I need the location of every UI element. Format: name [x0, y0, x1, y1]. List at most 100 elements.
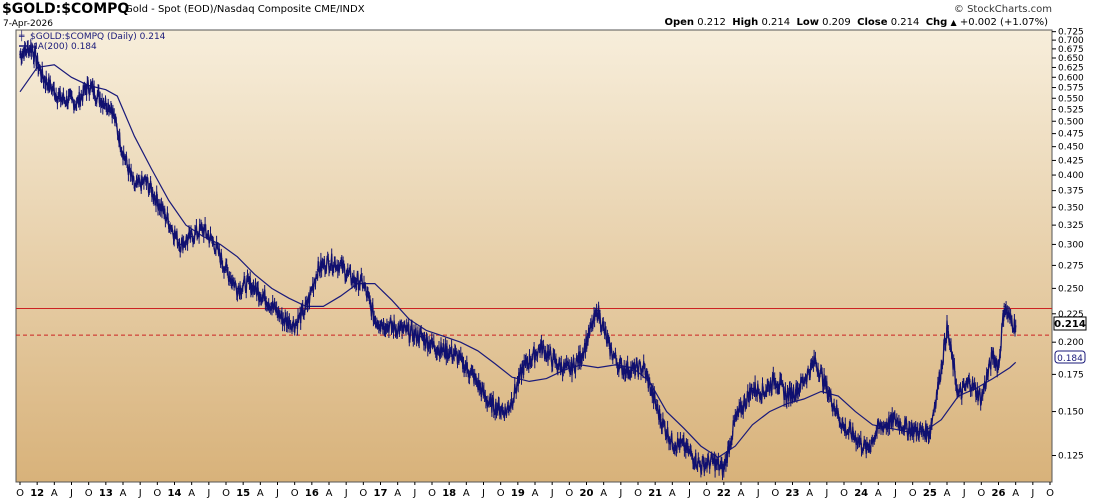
price-point: [190, 235, 193, 238]
price-point: [133, 186, 136, 189]
x-tick-label: 15: [236, 488, 250, 499]
x-tick-label: O: [977, 488, 985, 499]
price-point: [488, 402, 491, 405]
price-point: [522, 366, 525, 369]
price-point: [774, 377, 777, 380]
x-tick-label: O: [222, 488, 230, 499]
x-tick-label: 25: [923, 488, 937, 499]
price-point: [99, 97, 101, 100]
price-point: [282, 318, 285, 321]
chg-arrow-icon: ▲: [950, 18, 957, 27]
open-value: 0.212: [697, 17, 726, 28]
price-point: [42, 76, 44, 79]
x-tick-label: 24: [854, 488, 868, 499]
x-tick-label: J: [206, 488, 210, 499]
chart-description: Gold - Spot (EOD)/Nasdaq Composite CME/I…: [125, 4, 365, 15]
x-tick-label: J: [412, 488, 416, 499]
x-tick-label: A: [394, 488, 401, 499]
x-tick-label: J: [687, 488, 691, 499]
y-tick-label: 0.725: [1058, 28, 1084, 38]
price-point: [854, 436, 857, 438]
chg-label: Chg: [925, 17, 948, 28]
x-tick-label: A: [1012, 488, 1019, 499]
price-point: [505, 410, 508, 413]
price-point: [660, 418, 662, 421]
close-label: Close: [857, 17, 888, 28]
x-tick-label: J: [138, 488, 142, 499]
price-point: [734, 418, 737, 421]
legend-ma-series: MA(200) 0.184: [30, 42, 97, 52]
price-point: [894, 418, 897, 421]
price-point: [265, 297, 267, 300]
price-point: [957, 395, 960, 397]
open-label: Open: [664, 17, 695, 28]
close-value: 0.214: [890, 17, 920, 28]
x-tick-label: A: [944, 488, 951, 499]
x-tick-label: O: [359, 488, 367, 499]
price-point: [539, 346, 542, 348]
x-tick-label: J: [275, 488, 279, 499]
price-bars: [19, 39, 1017, 481]
low-value: 0.209: [822, 17, 851, 28]
price-point: [969, 380, 971, 383]
price-point: [179, 243, 181, 246]
price-point: [620, 366, 622, 369]
x-tick-label: O: [153, 488, 161, 499]
price-point: [751, 387, 754, 390]
price-point: [1003, 305, 1005, 308]
price-point: [419, 335, 422, 338]
x-tick-label: O: [703, 488, 711, 499]
legend-price-series: $GOLD:$COMPQ (Daily) 0.214: [30, 32, 166, 42]
chart-symbol-title: $GOLD:$COMPQ: [2, 1, 130, 17]
x-tick-label: J: [893, 488, 897, 499]
y-tick-label: 0.675: [1058, 45, 1084, 55]
x-tick-label: 21: [648, 488, 662, 499]
price-point: [213, 243, 216, 246]
price-point: [374, 318, 376, 321]
y-tick-label: 0.525: [1058, 105, 1084, 115]
price-point: [631, 369, 634, 372]
x-tick-label: O: [16, 488, 24, 499]
price-point: [168, 220, 170, 223]
price-point: [940, 366, 943, 369]
x-tick-label: 19: [511, 488, 525, 499]
price-point: [843, 427, 845, 430]
y-tick-label: 0.300: [1058, 240, 1084, 250]
x-tick-label: 14: [168, 488, 182, 499]
x-tick-label: O: [909, 488, 917, 499]
legend-price-glyph: ╪: [18, 30, 25, 42]
price-point: [1014, 325, 1017, 327]
y-tick-label: 0.550: [1058, 94, 1084, 104]
x-tick-label: A: [463, 488, 470, 499]
ma200-line: [19, 64, 1017, 459]
x-tick-label: 18: [442, 488, 456, 499]
price-point: [980, 398, 983, 400]
y-tick-label: 0.200: [1058, 338, 1084, 348]
y-tick-label: 0.250: [1058, 284, 1084, 294]
price-point: [711, 460, 714, 463]
price-point: [385, 324, 388, 326]
y-tick-label: 0.600: [1058, 73, 1084, 83]
x-tick-label: A: [738, 488, 745, 499]
x-tick-label: J: [1030, 488, 1034, 499]
x-tick-label: O: [634, 488, 642, 499]
price-point: [683, 445, 685, 447]
price-point: [786, 395, 788, 397]
x-tick-label: A: [806, 488, 813, 499]
x-tick-label: O: [291, 488, 299, 499]
last-price-value: 0.214: [1054, 319, 1086, 330]
ma-value-tag: [1054, 350, 1086, 364]
price-point: [362, 282, 365, 285]
x-tick-label: 12: [30, 488, 44, 499]
price-point: [59, 97, 61, 100]
price-point: [826, 387, 828, 390]
chart-date: 7-Apr-2026: [3, 19, 53, 29]
price-point: [917, 430, 920, 433]
price-point: [557, 364, 559, 366]
y-tick-label: 0.450: [1058, 143, 1084, 153]
x-tick-label: J: [756, 488, 760, 499]
plot-area: [15, 29, 1053, 483]
x-tick-label: O: [85, 488, 93, 499]
price-point: [814, 360, 817, 362]
